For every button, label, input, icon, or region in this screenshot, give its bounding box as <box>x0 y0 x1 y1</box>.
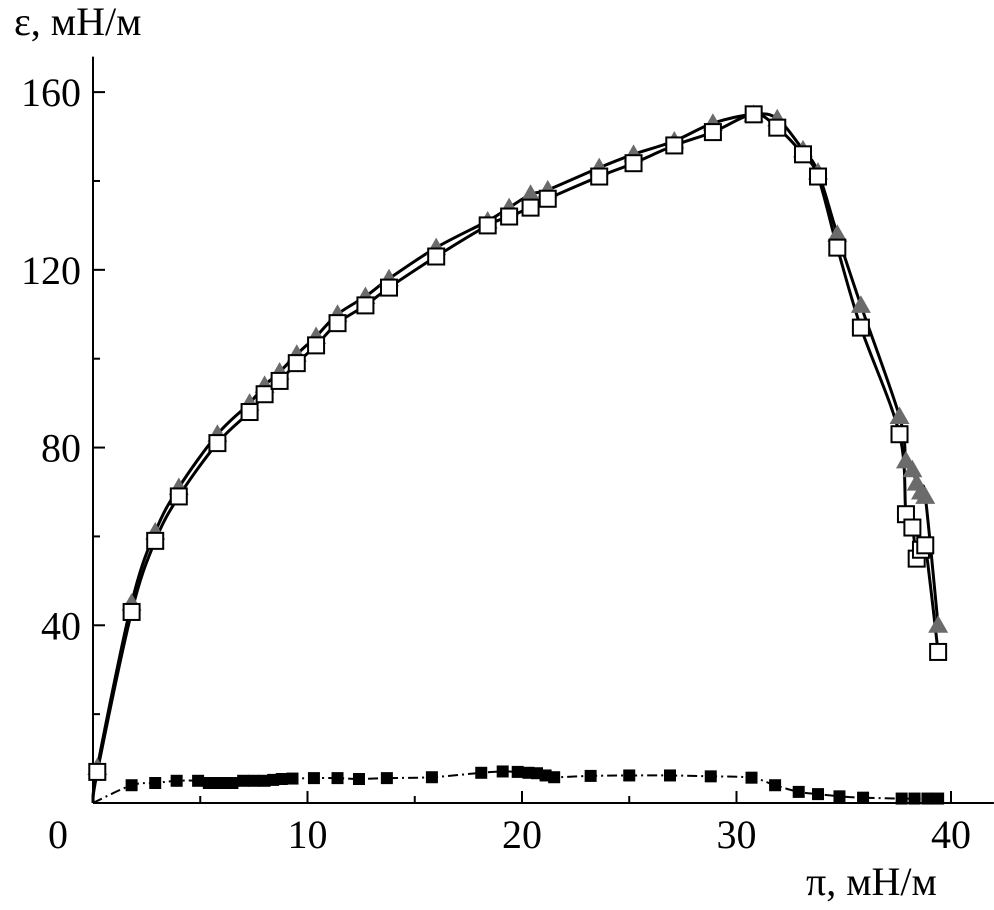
triangle-marker <box>520 184 541 202</box>
filled-square-marker <box>307 772 320 785</box>
filled-square-marker <box>895 792 908 805</box>
triangle-marker <box>915 486 936 504</box>
open-square-marker <box>828 238 847 257</box>
filled-square-marker <box>584 769 597 782</box>
open-square-marker <box>328 314 347 333</box>
open-square-marker <box>122 602 141 621</box>
x-tick-label: 20 <box>502 812 542 857</box>
open-square-marker <box>890 425 909 444</box>
tick-labels: 40 80 120 160 0 10 20 30 40 <box>21 70 971 857</box>
open-square-marker <box>768 118 787 137</box>
filled-square-marker <box>170 774 183 787</box>
triangle-marker <box>889 406 910 424</box>
axes <box>92 56 994 804</box>
filled-square-marker <box>511 765 524 778</box>
open-square-marker <box>929 642 948 661</box>
open-square-marker <box>590 167 609 186</box>
filled-square-marker <box>352 773 365 786</box>
filled-square-marker <box>908 792 921 805</box>
open-square-marker <box>500 207 519 226</box>
x-axis-title: π, мН/м <box>806 859 937 904</box>
open-square-marker <box>916 536 935 555</box>
open-square-marker <box>146 531 165 550</box>
filled-square-marker <box>623 769 636 782</box>
open-square-marker <box>427 247 446 266</box>
open-square-marker <box>208 434 227 453</box>
filled-square-marker <box>792 785 805 798</box>
filled-square-marker <box>125 779 138 792</box>
open-square-marker <box>380 278 399 297</box>
x-tick-label: 0 <box>48 812 68 857</box>
open-square-marker <box>307 336 326 355</box>
triangle-marker <box>827 224 848 242</box>
triangle-marker <box>928 615 949 633</box>
open-square-marker <box>521 198 540 217</box>
filled-square-marker <box>331 772 344 785</box>
filled-square-marker <box>286 772 299 785</box>
triangle-marker <box>850 295 871 313</box>
triangle-marker <box>902 459 923 478</box>
open-square-marker <box>851 318 870 337</box>
filled-square-marker <box>237 774 250 787</box>
filled-square-marker <box>664 769 677 782</box>
filled-square-marker <box>932 792 945 805</box>
open-square-marker <box>744 105 763 124</box>
filled-square-marker <box>425 771 438 784</box>
open-square-marker <box>809 167 828 186</box>
y-axis-title: ε, мН/м <box>14 0 141 44</box>
filled-square-marker <box>226 777 239 790</box>
open-square-marker <box>255 385 274 404</box>
open-square-marker <box>703 123 722 142</box>
filled-square-marker <box>496 765 509 778</box>
x-tick-label: 40 <box>931 812 971 857</box>
filled-square-marker <box>149 777 162 790</box>
open-square-marker <box>270 371 289 390</box>
x-tick-label: 30 <box>717 812 757 857</box>
filled-square-marker <box>247 774 260 787</box>
filled-square-marker <box>475 766 488 779</box>
filled-square-marker <box>857 791 870 804</box>
y-tick-label: 120 <box>21 248 81 293</box>
y-tick-label: 80 <box>41 426 81 471</box>
filled-square-marker <box>380 772 393 785</box>
filled-square-marker <box>921 792 934 805</box>
y-tick-label: 40 <box>41 603 81 648</box>
filled-square-marker <box>192 774 205 787</box>
filled-square-marker <box>769 779 782 792</box>
filled-square-marker <box>812 788 825 801</box>
open-square-marker <box>169 487 188 506</box>
y-tick-label: 160 <box>21 70 81 115</box>
filled-square-marker <box>833 790 846 803</box>
open-square-marker <box>240 403 259 422</box>
filled-square-marker <box>745 771 758 784</box>
open-square-marker <box>356 296 375 315</box>
open-square-marker <box>478 216 497 235</box>
open-square-marker <box>538 189 557 208</box>
x-tick-label: 10 <box>288 812 328 857</box>
filled-square-marker <box>548 771 561 784</box>
filled-square-marker <box>275 773 288 786</box>
open-square-marker <box>903 518 922 537</box>
data-markers <box>87 104 949 805</box>
open-square-marker <box>88 762 107 781</box>
open-square-marker <box>793 145 812 164</box>
open-square-marker <box>287 354 306 373</box>
filled-square-marker <box>704 770 717 783</box>
open-square-marker <box>624 154 643 173</box>
open-square-marker <box>665 136 684 155</box>
